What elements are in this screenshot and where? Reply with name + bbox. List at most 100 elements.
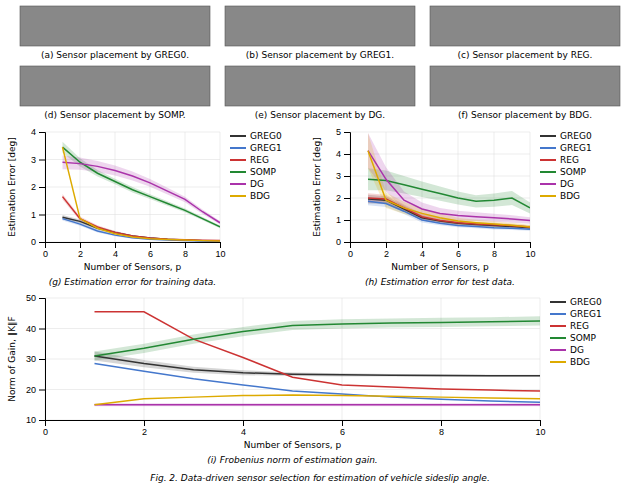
x-tick: 2 [142, 420, 147, 437]
x-tick-label: 0 [43, 427, 48, 437]
plot-area [95, 312, 541, 407]
series-line [95, 395, 541, 405]
y-tick: 2 [336, 193, 350, 203]
legend-swatch [230, 183, 246, 185]
legend-swatch [540, 183, 556, 185]
y-tick-label: 4 [31, 127, 36, 137]
x-tick: 6 [340, 420, 345, 437]
legend-swatch [550, 313, 566, 315]
legend-item: GREG1 [550, 309, 602, 319]
x-tick: 8 [439, 420, 444, 437]
x-tick-label: 2 [78, 249, 83, 259]
legend-label: GREG1 [570, 309, 602, 319]
y-axis-title: Estimation Error [deg] [312, 137, 322, 237]
panel-caption: (e) Sensor placement by DG. [255, 110, 385, 120]
std-band [95, 403, 541, 406]
series-line [63, 147, 221, 227]
x-tick: 2 [78, 242, 83, 259]
x-tick-mark [386, 242, 387, 248]
std-band [368, 133, 530, 224]
grid-line-y [350, 132, 530, 133]
plot-area [63, 142, 221, 242]
y-tick-label: 0 [31, 237, 36, 247]
legend-swatch [540, 195, 556, 197]
x-axis-title: Number of Sensors, p [84, 262, 182, 272]
y-tick: 1 [336, 215, 350, 225]
legend-item: GREG1 [540, 143, 592, 153]
image-panel [225, 66, 415, 106]
image-panel-group: (f) Sensor placement by BDG. [430, 66, 620, 120]
legend-swatch [540, 135, 556, 137]
legend-item: REG [230, 155, 269, 165]
x-tick: 2 [384, 242, 389, 259]
y-tick-label: 4 [336, 149, 341, 159]
image-panel [430, 66, 620, 106]
x-tick: 0 [348, 242, 353, 259]
y-tick-mark [39, 187, 45, 188]
y-tick-label: 50 [26, 293, 36, 303]
legend-swatch [230, 159, 246, 161]
grid [350, 132, 530, 242]
x-tick: 10 [215, 242, 225, 259]
x-tick: 4 [241, 420, 246, 437]
line-chart: 024681001234Number of Sensors, pEstimati… [7, 127, 282, 287]
chart-caption: (g) Estimation error for training data. [49, 277, 216, 287]
series-line [63, 147, 221, 241]
legend-item: GREG1 [230, 143, 282, 153]
y-tick-label: 2 [336, 193, 341, 203]
y-axis-title: Norm of Gain, ‖K‖F [7, 316, 17, 401]
legend-swatch [550, 349, 566, 351]
y-tick-mark [344, 154, 350, 155]
figure: (a) Sensor placement by GREG0.(b) Sensor… [0, 0, 640, 495]
legend: GREG0GREG1REGSOMPDGBDG [540, 131, 592, 201]
x-tick-mark [342, 420, 343, 426]
y-tick: 4 [31, 127, 45, 137]
legend-swatch [540, 147, 556, 149]
std-band [95, 364, 541, 403]
y-tick-label: 5 [336, 127, 341, 137]
image-panel-group: (c) Sensor placement by REG. [430, 6, 620, 60]
y-tick: 3 [31, 155, 45, 165]
y-tick-label: 30 [26, 354, 36, 364]
x-tick-label: 2 [142, 427, 147, 437]
std-band [95, 316, 541, 360]
legend-item: DG [550, 345, 584, 355]
panel-caption: (d) Sensor placement by SOMP. [44, 110, 185, 120]
legend-label: DG [560, 179, 574, 189]
series-line [95, 312, 541, 391]
legend-item: REG [550, 321, 589, 331]
axis-line [351, 243, 531, 249]
legend-label: GREG1 [250, 143, 282, 153]
legend-label: SOMP [560, 167, 587, 177]
legend: GREG0GREG1REGSOMPDGBDG [230, 131, 282, 201]
x-tick: 6 [148, 242, 153, 259]
series-line [368, 151, 530, 227]
y-axis: 012345 [336, 127, 351, 247]
image-panel-group: (b) Sensor placement by GREG1. [225, 6, 415, 60]
y-tick: 30 [26, 354, 45, 364]
series-line [95, 364, 541, 403]
x-tick: 8 [183, 242, 188, 259]
legend-swatch [550, 325, 566, 327]
legend: GREG0GREG1REGSOMPDGBDG [550, 297, 602, 367]
y-tick-label: 1 [336, 215, 341, 225]
x-tick-mark [494, 242, 495, 248]
legend-label: GREG0 [560, 131, 592, 141]
legend-swatch [540, 171, 556, 173]
y-tick-mark [39, 132, 45, 133]
chart-caption: (i) Frobenius norm of estimation gain. [207, 455, 377, 465]
legend-item: GREG0 [550, 297, 602, 307]
y-tick-label: 20 [26, 385, 36, 395]
x-tick-mark [115, 242, 116, 248]
y-tick: 2 [31, 182, 45, 192]
x-tick-mark [530, 242, 531, 248]
y-tick: 10 [26, 415, 45, 425]
y-tick-label: 3 [336, 171, 341, 181]
legend-item: DG [540, 179, 574, 189]
x-tick-mark [220, 242, 221, 248]
x-tick-label: 6 [456, 249, 461, 259]
axis-line [46, 421, 541, 427]
y-axis: 01234 [31, 127, 46, 247]
y-tick-label: 10 [26, 415, 36, 425]
y-tick-mark [344, 220, 350, 221]
